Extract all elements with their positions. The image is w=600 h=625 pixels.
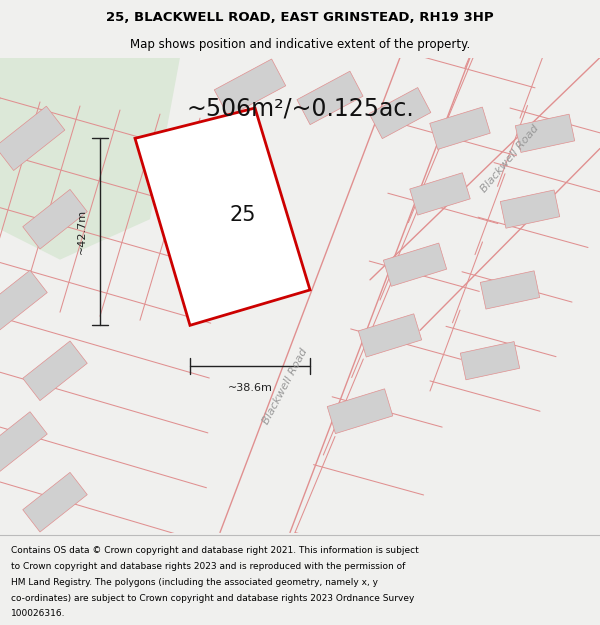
Text: to Crown copyright and database rights 2023 and is reproduced with the permissio: to Crown copyright and database rights 2…: [11, 562, 405, 571]
Polygon shape: [460, 342, 520, 380]
Polygon shape: [214, 59, 286, 117]
Text: HM Land Registry. The polygons (including the associated geometry, namely x, y: HM Land Registry. The polygons (includin…: [11, 578, 378, 587]
Text: ~38.6m: ~38.6m: [227, 383, 272, 393]
Polygon shape: [23, 341, 87, 401]
Text: co-ordinates) are subject to Crown copyright and database rights 2023 Ordnance S: co-ordinates) are subject to Crown copyr…: [11, 594, 414, 602]
Polygon shape: [0, 412, 47, 471]
Polygon shape: [383, 243, 446, 286]
Polygon shape: [297, 71, 363, 124]
Text: Map shows position and indicative extent of the property.: Map shows position and indicative extent…: [130, 38, 470, 51]
Text: Blackwell Road: Blackwell Road: [479, 123, 541, 194]
Polygon shape: [369, 88, 431, 139]
Polygon shape: [23, 189, 87, 249]
Polygon shape: [23, 472, 87, 532]
Polygon shape: [135, 108, 310, 326]
Polygon shape: [410, 173, 470, 215]
Polygon shape: [358, 314, 422, 357]
Polygon shape: [0, 58, 180, 259]
Text: 25: 25: [229, 206, 256, 226]
Text: 100026316.: 100026316.: [11, 609, 65, 618]
Polygon shape: [480, 271, 540, 309]
Text: Blackwell Road: Blackwell Road: [261, 346, 309, 426]
Text: 25, BLACKWELL ROAD, EAST GRINSTEAD, RH19 3HP: 25, BLACKWELL ROAD, EAST GRINSTEAD, RH19…: [106, 11, 494, 24]
Polygon shape: [500, 190, 560, 228]
Polygon shape: [0, 106, 65, 171]
Text: ~506m²/~0.125ac.: ~506m²/~0.125ac.: [186, 96, 414, 120]
Polygon shape: [430, 107, 490, 149]
Polygon shape: [0, 270, 47, 330]
Polygon shape: [515, 114, 575, 152]
Polygon shape: [327, 389, 393, 434]
Text: ~42.7m: ~42.7m: [77, 209, 87, 254]
Text: Contains OS data © Crown copyright and database right 2021. This information is : Contains OS data © Crown copyright and d…: [11, 546, 419, 556]
